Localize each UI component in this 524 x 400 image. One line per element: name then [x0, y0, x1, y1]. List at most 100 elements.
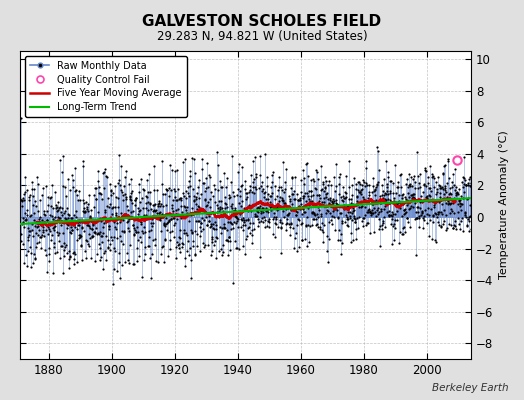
Point [362, 180, 370, 186]
Point [454, 209, 462, 216]
Point [415, 224, 423, 230]
Point [17, 238, 25, 244]
Point [272, 202, 281, 209]
Point [222, 184, 230, 190]
Point [439, 221, 447, 227]
Point [28, 226, 37, 233]
Point [221, 200, 229, 206]
Point [340, 203, 348, 209]
Point [421, 164, 429, 171]
Point [440, 163, 449, 169]
Point [318, 186, 326, 192]
Point [202, 175, 210, 181]
Point [276, 202, 284, 209]
Point [103, 174, 111, 180]
Point [195, 218, 203, 224]
Point [341, 194, 350, 201]
Point [383, 184, 391, 190]
Point [366, 208, 375, 215]
Point [343, 202, 352, 209]
Point [201, 187, 210, 194]
Point [40, 211, 49, 217]
Point [398, 195, 406, 202]
Point [188, 229, 196, 235]
Point [261, 217, 269, 223]
Point [268, 231, 277, 238]
Point [385, 212, 394, 218]
Point [419, 225, 428, 232]
Point [190, 228, 199, 235]
Point [171, 194, 179, 200]
Point [226, 203, 235, 209]
Point [296, 197, 304, 203]
Point [321, 184, 330, 190]
Point [307, 177, 315, 184]
Point [386, 188, 394, 194]
Point [187, 227, 195, 234]
Point [358, 182, 366, 188]
Point [462, 182, 471, 188]
Point [180, 203, 188, 210]
Point [265, 216, 273, 222]
Point [393, 208, 401, 214]
Point [88, 233, 96, 240]
Point [43, 217, 51, 224]
Point [83, 238, 91, 244]
Point [303, 242, 312, 249]
Point [50, 223, 58, 230]
Point [441, 187, 449, 194]
Point [366, 230, 374, 237]
Point [352, 181, 360, 187]
Point [136, 234, 144, 240]
Point [400, 206, 408, 213]
Point [370, 209, 379, 216]
Point [197, 220, 205, 226]
Point [249, 179, 257, 186]
Point [366, 208, 375, 215]
Point [37, 222, 45, 228]
Point [455, 221, 464, 228]
Point [155, 210, 163, 216]
Point [175, 240, 183, 247]
Point [93, 231, 101, 237]
Point [54, 215, 63, 222]
Point [134, 237, 142, 244]
Point [220, 224, 228, 230]
Point [79, 163, 88, 170]
Point [444, 156, 452, 162]
Point [367, 210, 375, 216]
Point [221, 224, 230, 231]
Point [305, 198, 314, 205]
Point [48, 213, 56, 219]
Point [419, 198, 427, 205]
Point [85, 192, 93, 199]
Point [234, 216, 242, 222]
Point [294, 197, 302, 204]
Point [106, 181, 115, 187]
Point [117, 162, 126, 169]
Point [181, 229, 190, 236]
Point [19, 240, 27, 247]
Point [325, 210, 334, 216]
Point [149, 202, 157, 208]
Point [221, 194, 230, 200]
Point [65, 265, 73, 271]
Point [53, 229, 61, 235]
Point [41, 183, 50, 189]
Point [395, 240, 403, 246]
Point [457, 206, 466, 213]
Point [350, 174, 358, 181]
Point [386, 197, 395, 204]
Point [141, 229, 149, 235]
Point [208, 248, 216, 254]
Point [232, 214, 241, 220]
Point [123, 250, 132, 256]
Point [431, 200, 440, 206]
Point [429, 218, 437, 225]
Point [309, 191, 318, 198]
Point [399, 190, 407, 197]
Point [29, 202, 37, 209]
Point [96, 189, 104, 196]
Point [256, 254, 264, 260]
Point [51, 250, 59, 256]
